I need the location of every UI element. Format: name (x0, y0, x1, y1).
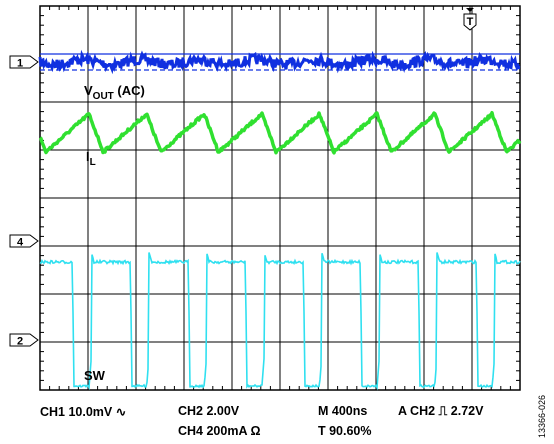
trace-label-sw: SW (84, 368, 106, 383)
footer-trigger-position: T 90.60% (318, 424, 372, 438)
trace-ch2 (39, 252, 521, 391)
footer-trigger: A CH2 ⎍ 2.72V (398, 404, 483, 419)
ground-marker-ch2: 2 (9, 333, 39, 348)
ground-marker-ch1: 1 (9, 55, 39, 70)
footer-ch1: CH1 10.0mV ∿ (40, 404, 126, 419)
trace-ch4 (38, 110, 522, 155)
trigger-level: 2.72V (450, 404, 484, 418)
traces (38, 49, 522, 391)
footer-ch2: CH2 2.00V (178, 404, 240, 418)
ground-marker-shape (9, 55, 39, 69)
ground-marker-shape (9, 333, 39, 347)
ac-coupling-icon: ∿ (115, 405, 127, 419)
trigger-marker-label: T (467, 16, 474, 28)
trigger-marker: T (463, 6, 477, 31)
trigger-source: A CH2 (398, 404, 436, 418)
ground-marker-label: 1 (17, 58, 23, 70)
ground-marker-label: 4 (17, 237, 24, 249)
oscilloscope-plot: 1 4 2 T VOUT (AC) IL SW (9, 5, 522, 391)
trace-label-vout: VOUT (AC) (84, 83, 145, 102)
rising-edge-icon: ⎍ (438, 404, 448, 418)
ground-markers: 1 4 2 (9, 55, 39, 348)
ch1-setting: CH1 10.0mV (40, 405, 113, 419)
footer-ch4: CH4 200mA Ω (178, 424, 261, 438)
ground-marker-ch4: 4 (9, 234, 39, 249)
footer-timebase: M 400ns (318, 404, 368, 418)
trace-label-il: IL (86, 149, 96, 168)
trace-ch1 (38, 49, 521, 75)
ground-marker-shape (9, 234, 39, 248)
ground-marker-label: 2 (17, 336, 23, 348)
figure-id: 13366-026 (537, 394, 547, 438)
